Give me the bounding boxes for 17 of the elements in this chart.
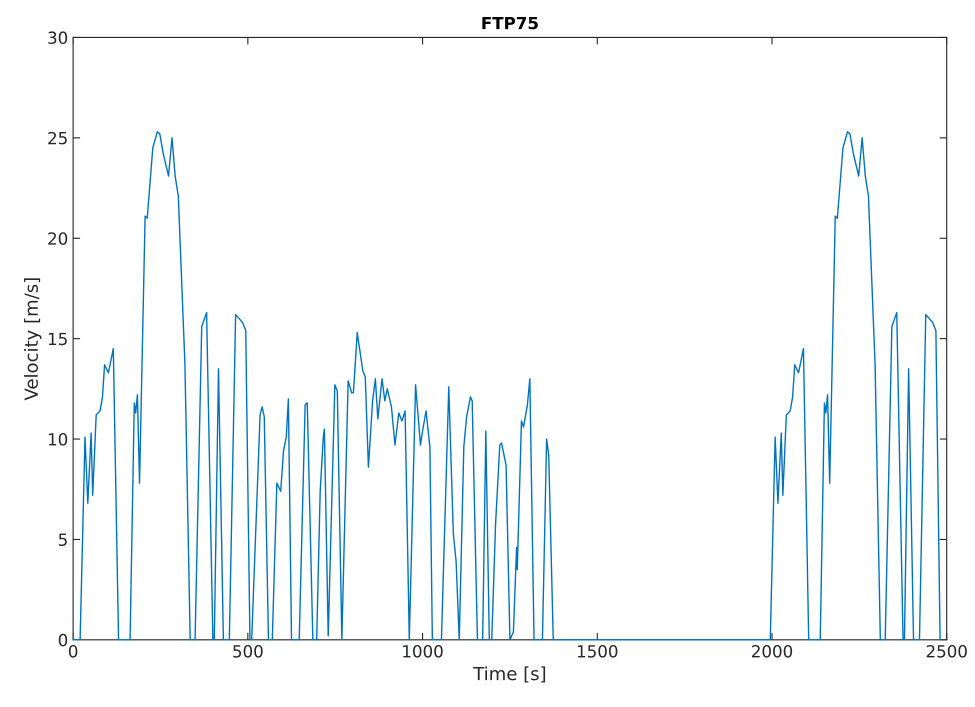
x-tick-label: 2500 bbox=[926, 644, 967, 658]
y-tick-label: 0 bbox=[58, 634, 68, 646]
x-tick-label: 1500 bbox=[578, 644, 618, 658]
x-tick-label: 1000 bbox=[403, 644, 443, 658]
chart-title: FTP75 bbox=[482, 16, 538, 30]
y-tick-label: 25 bbox=[48, 132, 67, 144]
y-tick-label: 20 bbox=[48, 232, 68, 245]
line-series bbox=[72, 131, 941, 641]
y-tick-label: 15 bbox=[48, 332, 67, 346]
y-tick-label: 5 bbox=[58, 534, 67, 546]
x-axis-title: Time [s] bbox=[473, 666, 546, 682]
x-tick-label: 0 bbox=[68, 644, 78, 658]
y-tick-label: 10 bbox=[48, 433, 68, 446]
y-tick-label: 30 bbox=[48, 31, 68, 44]
y-axis-title: Velocity [m/s] bbox=[24, 278, 42, 400]
x-tick-label: 500 bbox=[233, 644, 263, 658]
x-tick-label: 2000 bbox=[752, 644, 792, 658]
